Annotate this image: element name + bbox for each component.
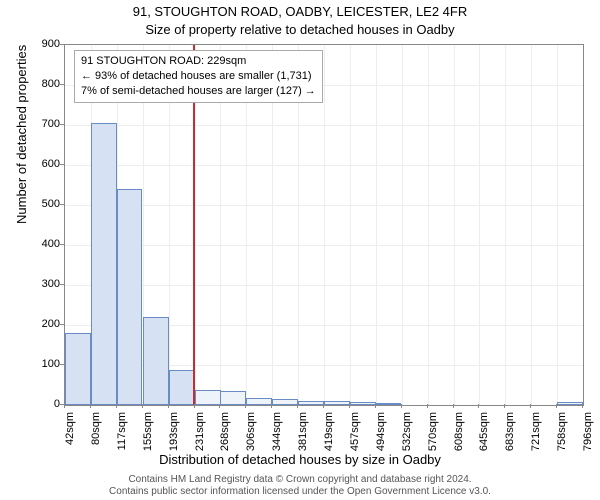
chart-title-2: Size of property relative to detached ho… <box>0 22 600 37</box>
histogram-bar <box>65 333 91 405</box>
x-tick-mark <box>582 404 583 408</box>
y-tick-label: 700 <box>20 118 60 130</box>
x-tick-label: 193sqm <box>168 412 180 462</box>
y-tick-label: 500 <box>20 198 60 210</box>
chart-container: 91, STOUGHTON ROAD, OADBY, LEICESTER, LE… <box>0 0 600 500</box>
x-tick-mark <box>401 404 402 408</box>
x-tick-mark <box>116 404 117 408</box>
x-tick-label: 155sqm <box>142 412 154 462</box>
histogram-bar <box>272 399 298 405</box>
y-tick-label: 0 <box>20 398 60 410</box>
x-tick-label: 344sqm <box>271 412 283 462</box>
x-tick-label: 457sqm <box>349 412 361 462</box>
footer: Contains HM Land Registry data © Crown c… <box>0 474 600 498</box>
x-tick-mark <box>168 404 169 408</box>
histogram-bar <box>143 317 169 405</box>
histogram-bar <box>376 403 402 405</box>
gridline-v <box>428 45 429 405</box>
footer-line1: Contains HM Land Registry data © Crown c… <box>0 474 600 486</box>
gridline-v <box>531 45 532 405</box>
gridline-v <box>350 45 351 405</box>
histogram-bar <box>169 370 195 405</box>
footer-line2: Contains public sector information licen… <box>0 486 600 498</box>
histogram-bar <box>91 123 117 405</box>
x-tick-mark <box>375 404 376 408</box>
y-tick-mark <box>60 364 64 365</box>
x-tick-mark <box>142 404 143 408</box>
x-tick-label: 721sqm <box>530 412 542 462</box>
gridline-v <box>479 45 480 405</box>
x-tick-mark <box>453 404 454 408</box>
gridline-v <box>324 45 325 405</box>
histogram-bar <box>195 390 221 405</box>
callout-line3: 7% of semi-detached houses are larger (1… <box>81 84 316 99</box>
y-tick-label: 900 <box>20 38 60 50</box>
x-tick-label: 494sqm <box>375 412 387 462</box>
x-tick-mark <box>194 404 195 408</box>
gridline-v <box>505 45 506 405</box>
chart-title-1: 91, STOUGHTON ROAD, OADBY, LEICESTER, LE… <box>0 4 600 19</box>
histogram-bar <box>298 401 324 405</box>
x-tick-mark <box>219 404 220 408</box>
x-tick-label: 381sqm <box>297 412 309 462</box>
x-tick-label: 419sqm <box>323 412 335 462</box>
x-tick-mark <box>245 404 246 408</box>
y-tick-mark <box>60 124 64 125</box>
x-tick-label: 306sqm <box>245 412 257 462</box>
y-tick-label: 100 <box>20 358 60 370</box>
histogram-bar <box>324 401 350 405</box>
histogram-bar <box>117 189 143 405</box>
x-tick-mark <box>504 404 505 408</box>
y-tick-mark <box>60 244 64 245</box>
x-tick-label: 758sqm <box>556 412 568 462</box>
y-tick-label: 800 <box>20 78 60 90</box>
x-tick-mark <box>427 404 428 408</box>
x-tick-mark <box>556 404 557 408</box>
x-tick-label: 532sqm <box>401 412 413 462</box>
x-tick-mark <box>271 404 272 408</box>
y-tick-label: 600 <box>20 158 60 170</box>
histogram-bar <box>350 402 376 405</box>
x-tick-mark <box>323 404 324 408</box>
y-tick-mark <box>60 44 64 45</box>
y-tick-label: 400 <box>20 238 60 250</box>
x-tick-mark <box>478 404 479 408</box>
gridline-v <box>557 45 558 405</box>
x-tick-mark <box>530 404 531 408</box>
callout-line2: ← 93% of detached houses are smaller (1,… <box>81 69 316 84</box>
histogram-bar <box>220 391 246 405</box>
y-tick-mark <box>60 284 64 285</box>
x-tick-label: 42sqm <box>64 412 76 462</box>
x-tick-label: 231sqm <box>194 412 206 462</box>
gridline-v <box>402 45 403 405</box>
histogram-bar <box>246 398 272 405</box>
x-tick-label: 268sqm <box>219 412 231 462</box>
x-tick-mark <box>297 404 298 408</box>
y-tick-label: 300 <box>20 278 60 290</box>
x-tick-mark <box>90 404 91 408</box>
gridline-v <box>454 45 455 405</box>
callout-box: 91 STOUGHTON ROAD: 229sqm← 93% of detach… <box>74 50 323 103</box>
y-tick-label: 200 <box>20 318 60 330</box>
x-tick-label: 570sqm <box>427 412 439 462</box>
x-tick-label: 117sqm <box>116 412 128 462</box>
x-tick-label: 796sqm <box>582 412 594 462</box>
y-tick-mark <box>60 84 64 85</box>
x-tick-mark <box>64 404 65 408</box>
y-tick-mark <box>60 204 64 205</box>
x-tick-label: 645sqm <box>478 412 490 462</box>
x-tick-label: 683sqm <box>504 412 516 462</box>
y-tick-mark <box>60 324 64 325</box>
x-tick-label: 80sqm <box>90 412 102 462</box>
histogram-bar <box>557 402 583 405</box>
y-tick-mark <box>60 164 64 165</box>
x-tick-label: 608sqm <box>453 412 465 462</box>
gridline-v <box>376 45 377 405</box>
callout-line1: 91 STOUGHTON ROAD: 229sqm <box>81 54 316 69</box>
x-tick-mark <box>349 404 350 408</box>
